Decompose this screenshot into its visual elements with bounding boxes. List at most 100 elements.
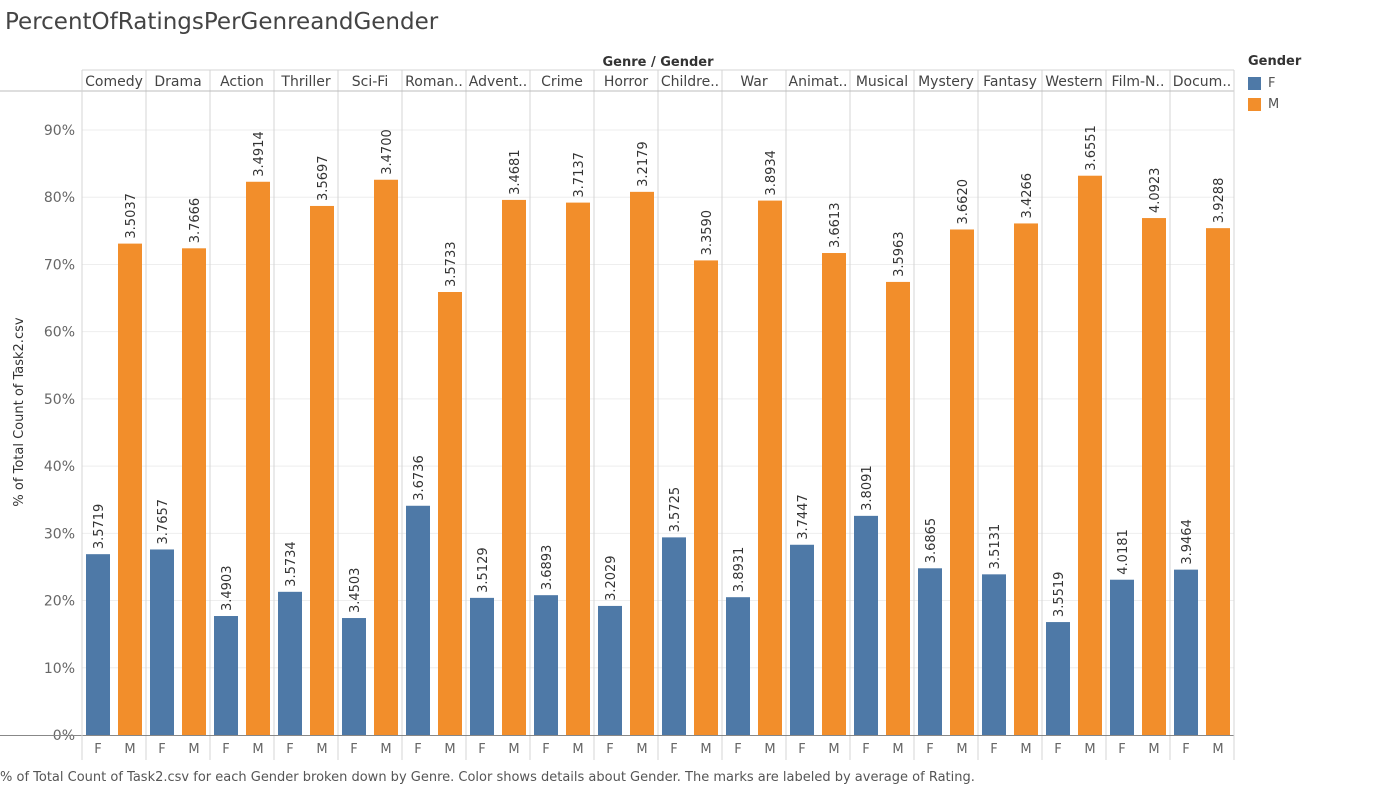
legend-label-f: F bbox=[1268, 76, 1276, 91]
bar-horror-m[interactable] bbox=[630, 191, 654, 735]
legend-item-m[interactable]: M bbox=[1248, 94, 1301, 115]
genre-label-musical: Musical bbox=[856, 74, 908, 90]
x-tick-label-f: F bbox=[798, 742, 805, 757]
data-label-sci-fi-f: 3.4503 bbox=[348, 568, 363, 614]
x-tick-label-f: F bbox=[1118, 742, 1125, 757]
bar-childre-m[interactable] bbox=[694, 260, 718, 735]
y-tick-label: 80% bbox=[44, 190, 75, 206]
bar-drama-f[interactable] bbox=[150, 549, 174, 735]
data-label-horror-f: 3.2029 bbox=[604, 555, 619, 601]
x-tick-label-f: F bbox=[606, 742, 613, 757]
data-label-sci-fi-m: 3.4700 bbox=[380, 129, 395, 175]
bar-film-n-f[interactable] bbox=[1110, 579, 1134, 735]
data-label-thriller-m: 3.5697 bbox=[316, 155, 331, 201]
bar-musical-f[interactable] bbox=[854, 515, 878, 735]
genre-label-sci-fi: Sci-Fi bbox=[352, 74, 388, 90]
genre-label-animat: Animat.. bbox=[789, 74, 848, 90]
bar-action-f[interactable] bbox=[214, 616, 238, 735]
data-label-war-f: 3.8931 bbox=[732, 547, 747, 593]
bar-mystery-f[interactable] bbox=[918, 568, 942, 735]
y-tick-label: 90% bbox=[44, 123, 75, 139]
x-tick-label-m: M bbox=[764, 742, 775, 757]
bar-childre-f[interactable] bbox=[662, 537, 686, 735]
genre-label-comedy: Comedy bbox=[85, 74, 143, 90]
x-tick-label-f: F bbox=[94, 742, 101, 757]
x-tick-label-m: M bbox=[892, 742, 903, 757]
data-label-fantasy-m: 3.4266 bbox=[1020, 173, 1035, 219]
data-label-roman-m: 3.5733 bbox=[444, 242, 459, 288]
y-tick-label: 60% bbox=[44, 325, 75, 341]
x-tick-label-m: M bbox=[124, 742, 135, 757]
bar-roman-m[interactable] bbox=[438, 292, 462, 735]
data-label-action-m: 3.4914 bbox=[252, 131, 267, 177]
genre-label-thriller: Thriller bbox=[280, 74, 330, 90]
x-tick-label-f: F bbox=[1054, 742, 1061, 757]
x-tick-label-m: M bbox=[380, 742, 391, 757]
x-tick-label-m: M bbox=[1084, 742, 1095, 757]
bar-thriller-f[interactable] bbox=[278, 591, 302, 735]
bar-drama-m[interactable] bbox=[182, 248, 206, 736]
data-label-musical-f: 3.8091 bbox=[860, 465, 875, 511]
x-tick-label-f: F bbox=[734, 742, 741, 757]
x-tick-label-m: M bbox=[828, 742, 839, 757]
x-tick-label-m: M bbox=[572, 742, 583, 757]
legend-label-m: M bbox=[1268, 97, 1280, 112]
x-tick-label-f: F bbox=[414, 742, 421, 757]
bar-fantasy-m[interactable] bbox=[1014, 223, 1038, 735]
bar-sci-fi-f[interactable] bbox=[342, 618, 366, 735]
legend-item-f[interactable]: F bbox=[1248, 73, 1301, 94]
x-tick-label-m: M bbox=[700, 742, 711, 757]
bar-war-f[interactable] bbox=[726, 597, 750, 735]
bar-musical-m[interactable] bbox=[886, 281, 910, 735]
bar-horror-f[interactable] bbox=[598, 605, 622, 735]
data-label-comedy-f: 3.5719 bbox=[92, 504, 107, 550]
y-axis-title: % of Total Count of Task2.csv bbox=[12, 317, 27, 506]
bar-western-f[interactable] bbox=[1046, 622, 1070, 735]
bar-comedy-m[interactable] bbox=[118, 243, 142, 735]
bar-sci-fi-m[interactable] bbox=[374, 179, 398, 735]
bar-action-m[interactable] bbox=[246, 181, 270, 735]
bar-crime-f[interactable] bbox=[534, 595, 558, 735]
genre-label-action: Action bbox=[220, 74, 264, 90]
bar-advent-f[interactable] bbox=[470, 597, 494, 735]
bar-war-m[interactable] bbox=[758, 200, 782, 736]
x-tick-label-f: F bbox=[478, 742, 485, 757]
data-label-war-m: 3.8934 bbox=[764, 150, 779, 196]
bar-advent-m[interactable] bbox=[502, 199, 526, 735]
bar-crime-m[interactable] bbox=[566, 202, 590, 736]
genre-label-childre: Childre.. bbox=[661, 74, 719, 90]
legend-title: Gender bbox=[1248, 54, 1302, 69]
data-label-advent-m: 3.4681 bbox=[508, 149, 523, 195]
genre-label-mystery: Mystery bbox=[918, 74, 974, 90]
sheet-title: PercentOfRatingsPerGenreandGender bbox=[5, 9, 439, 35]
bar-docum-m[interactable] bbox=[1206, 228, 1230, 735]
x-tick-label-m: M bbox=[1212, 742, 1223, 757]
bar-fantasy-f[interactable] bbox=[982, 574, 1006, 735]
data-label-docum-f: 3.9464 bbox=[1180, 519, 1195, 565]
bar-chart: 3.5719 3.5037 3.7657 3.7666 3.4903 3.4914 3.57… bbox=[0, 55, 1235, 760]
bar-mystery-m[interactable] bbox=[950, 229, 974, 735]
bar-roman-f[interactable] bbox=[406, 505, 430, 735]
bar-film-n-m[interactable] bbox=[1142, 218, 1166, 736]
x-tick-label-m: M bbox=[1020, 742, 1031, 757]
data-label-crime-m: 3.7137 bbox=[572, 152, 587, 198]
bar-animat-f[interactable] bbox=[790, 544, 814, 735]
column-header: Genre / Gender bbox=[602, 55, 714, 70]
bar-docum-f[interactable] bbox=[1174, 569, 1198, 735]
x-tick-label-m: M bbox=[252, 742, 263, 757]
bars[interactable] bbox=[86, 175, 1230, 736]
bar-western-m[interactable] bbox=[1078, 175, 1102, 735]
data-label-mystery-m: 3.6620 bbox=[956, 179, 971, 225]
x-tick-label-m: M bbox=[956, 742, 967, 757]
genre-label-film-n: Film-N.. bbox=[1112, 74, 1165, 90]
bar-thriller-m[interactable] bbox=[310, 205, 334, 735]
bar-comedy-f[interactable] bbox=[86, 554, 110, 735]
genre-label-advent: Advent.. bbox=[469, 74, 527, 90]
data-label-thriller-f: 3.5734 bbox=[284, 541, 299, 587]
legend-swatch-f bbox=[1248, 77, 1261, 90]
x-tick-label-f: F bbox=[1182, 742, 1189, 757]
legend: Gender F M bbox=[1248, 54, 1301, 115]
genre-label-western: Western bbox=[1045, 74, 1102, 90]
bar-animat-m[interactable] bbox=[822, 253, 846, 735]
y-tick-label: 50% bbox=[44, 392, 75, 408]
